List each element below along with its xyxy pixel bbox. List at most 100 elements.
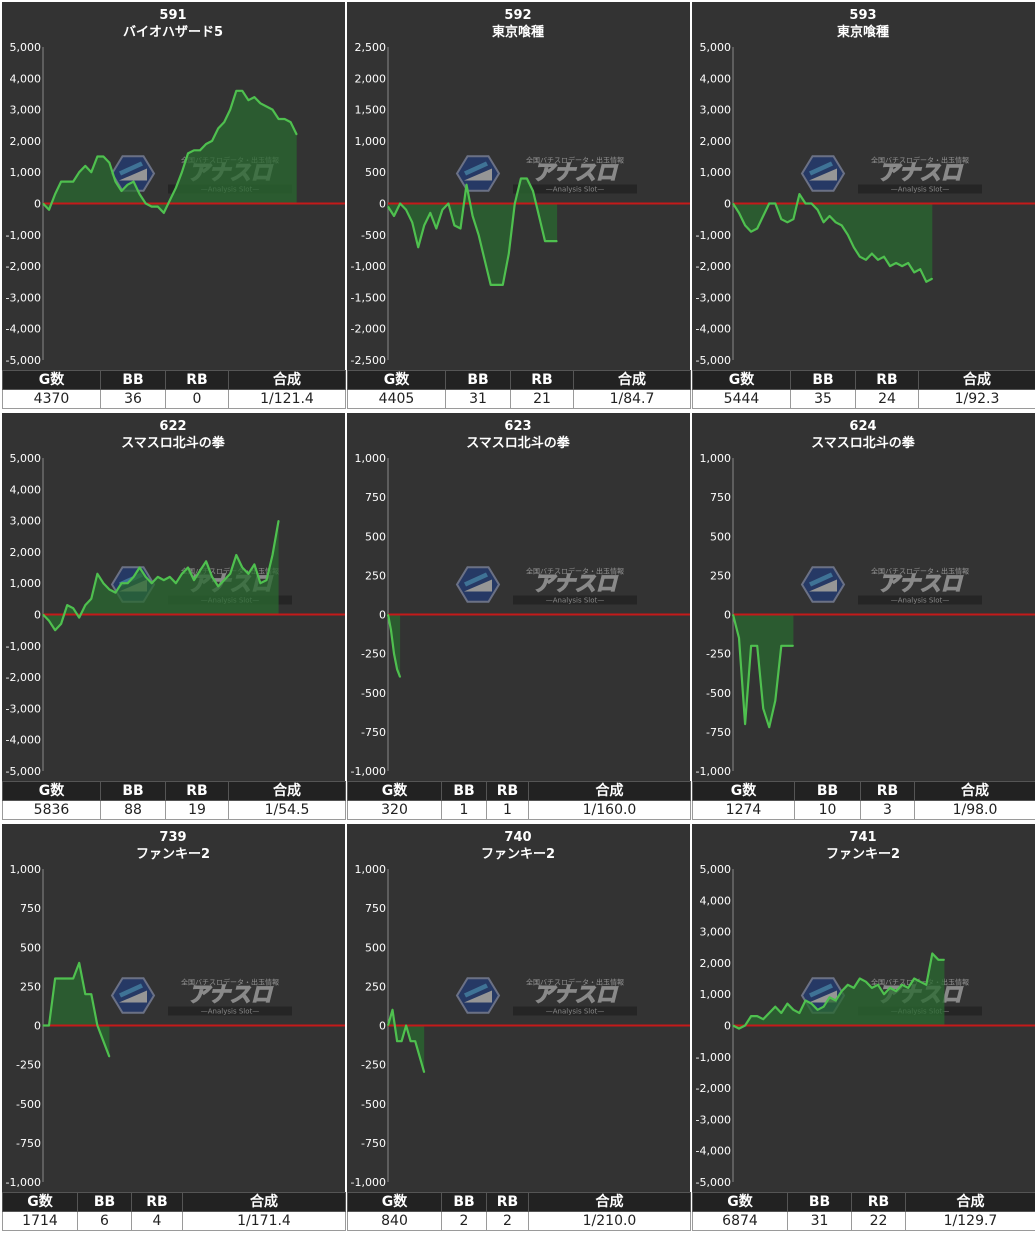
data-point (265, 105, 268, 108)
data-point (60, 181, 62, 183)
y-tick-label: 500 (20, 941, 41, 954)
data-point (883, 993, 885, 995)
y-tick-label: 0 (379, 1020, 386, 1033)
stats-table: G数 BB RB 合成 1274 10 3 1/98.0 (692, 781, 1035, 820)
data-point (762, 215, 764, 217)
y-tick-label: -3,000 (6, 291, 41, 304)
data-point (550, 240, 552, 242)
data-point (937, 959, 939, 961)
data-point (859, 977, 861, 980)
machine-number: 624 (849, 419, 876, 434)
machine-title: ファンキー2 (826, 847, 900, 862)
y-tick-label: -250 (361, 1059, 386, 1072)
data-point (60, 977, 62, 980)
data-point (786, 1003, 788, 1005)
data-point (181, 573, 183, 575)
data-point (66, 977, 68, 980)
y-tick-label: -1,000 (6, 229, 41, 242)
data-point (163, 579, 165, 581)
y-tick-label: -250 (706, 648, 731, 661)
data-point (883, 256, 885, 258)
stat-header: 合成 (918, 370, 1035, 390)
stat-header: 合成 (528, 1192, 691, 1212)
watermark-emblem-icon (455, 566, 501, 603)
stat-header: BB (100, 781, 166, 801)
y-tick-label: 500 (365, 941, 386, 954)
stats-table: G数 BB RB 合成 4370 36 0 1/121.4 (2, 370, 346, 409)
data-point (411, 221, 413, 223)
watermark-emblem-icon (455, 977, 501, 1014)
data-point (145, 202, 147, 205)
stat-header: RB (165, 370, 229, 390)
stat-header: RB (486, 781, 529, 801)
y-tick-label: -4,000 (6, 734, 41, 747)
y-tick-label: 1,000 (355, 135, 387, 148)
y-tick-label: 2,000 (700, 957, 732, 970)
data-point (145, 576, 147, 578)
stat-header: 合成 (228, 781, 346, 801)
data-point (895, 990, 897, 992)
y-tick-label: 0 (34, 1020, 41, 1033)
data-point (484, 259, 486, 261)
y-tick-label: 2,000 (700, 135, 732, 148)
data-point (744, 1024, 746, 1027)
watermark-logo-text: アナスロ (188, 983, 274, 1007)
data-point (120, 190, 123, 192)
data-point (835, 999, 837, 1002)
data-point (465, 184, 468, 186)
data-point (199, 570, 201, 572)
data-point (217, 585, 219, 587)
stat-value: 1/160.0 (528, 800, 691, 820)
series-area-fill (733, 194, 933, 282)
y-tick-label: 750 (710, 491, 731, 504)
watermark-sub-text: —Analysis Slot— (201, 1008, 259, 1016)
slump-chart: 741 ファンキー2 5,000 4,000 3,000 2,000 1,000 0 -1,00… (696, 830, 1035, 1189)
data-point (217, 127, 219, 129)
stat-value: 3 (860, 800, 915, 820)
stat-value: 1/129.7 (905, 1211, 1035, 1231)
data-point (538, 215, 540, 217)
data-point (804, 999, 807, 1002)
data-point (108, 588, 110, 591)
data-point (54, 193, 56, 195)
data-point (829, 996, 831, 998)
machine-title: 東京喰種 (492, 24, 544, 40)
data-point (750, 231, 752, 233)
series-line (43, 961, 111, 1058)
data-point (96, 155, 98, 158)
data-point (60, 623, 62, 625)
slump-chart: 739 ファンキー2 1,000 750 500 250 0 -250 -500 -750 -1,0… (6, 830, 345, 1189)
stat-value: 1/84.7 (573, 389, 691, 409)
stat-header: 合成 (228, 370, 346, 390)
stat-header: BB (790, 370, 856, 390)
data-point (774, 1006, 776, 1008)
data-point (453, 224, 455, 226)
stat-header: RB (131, 1192, 183, 1212)
stat-header: 合成 (573, 370, 691, 390)
data-point (157, 576, 159, 578)
data-point (847, 234, 849, 236)
data-point (54, 629, 56, 631)
y-tick-label: 1,000 (700, 988, 732, 1001)
data-point (78, 962, 80, 964)
machine-title: バイオハザード5 (123, 25, 223, 40)
y-tick-label: -2,500 (351, 354, 386, 367)
data-point (48, 1024, 50, 1027)
stats-table: G数 BB RB 合成 5836 88 19 1/54.5 (2, 781, 346, 820)
data-point (877, 259, 879, 261)
y-tick-label: 250 (710, 569, 731, 582)
watermark-top-text: 全国バチスロデータ・出玉情報 (526, 567, 624, 576)
stat-value: 2 (441, 1211, 487, 1231)
data-point (241, 90, 243, 92)
stat-header: RB (851, 1192, 906, 1212)
y-tick-label: -5,000 (696, 354, 731, 367)
slump-chart: 591 バイオハザード5 5,000 4,000 3,000 2,000 1,000 0 -1,… (6, 8, 345, 367)
series-line (732, 193, 933, 283)
y-tick-label: 3,000 (10, 515, 42, 528)
y-tick-label: 4,000 (10, 72, 42, 85)
data-point (393, 653, 395, 655)
stat-value: 5444 (692, 389, 791, 409)
series-line (42, 520, 280, 632)
